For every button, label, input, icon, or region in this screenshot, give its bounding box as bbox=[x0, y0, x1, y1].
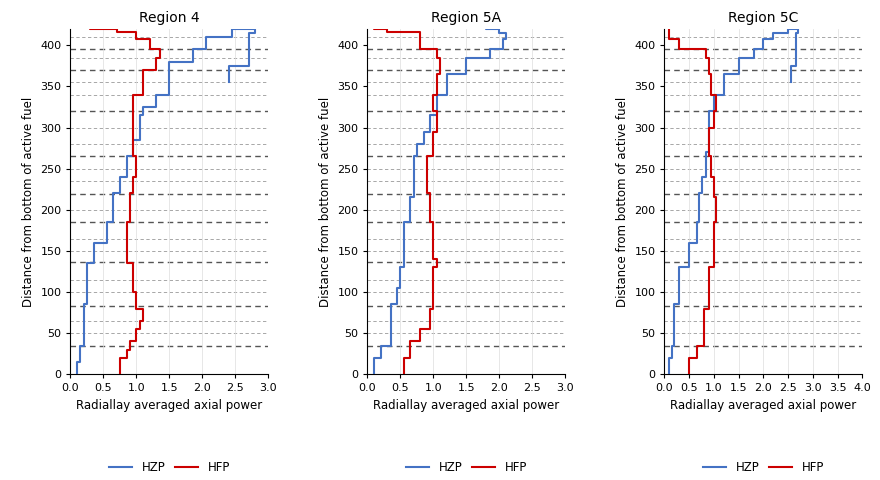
Legend: HZP, HFP: HZP, HFP bbox=[400, 456, 532, 479]
X-axis label: Radiallay averaged axial power: Radiallay averaged axial power bbox=[671, 399, 856, 412]
Title: Region 4: Region 4 bbox=[139, 11, 200, 25]
Y-axis label: Distance from bottom of active fuel: Distance from bottom of active fuel bbox=[319, 96, 332, 307]
Y-axis label: Distance from bottom of active fuel: Distance from bottom of active fuel bbox=[22, 96, 34, 307]
Legend: HZP, HFP: HZP, HFP bbox=[104, 456, 235, 479]
Legend: HZP, HFP: HZP, HFP bbox=[698, 456, 829, 479]
Title: Region 5A: Region 5A bbox=[431, 11, 502, 25]
X-axis label: Radiallay averaged axial power: Radiallay averaged axial power bbox=[373, 399, 560, 412]
Y-axis label: Distance from bottom of active fuel: Distance from bottom of active fuel bbox=[616, 96, 628, 307]
X-axis label: Radiallay averaged axial power: Radiallay averaged axial power bbox=[77, 399, 262, 412]
Title: Region 5C: Region 5C bbox=[729, 11, 798, 25]
